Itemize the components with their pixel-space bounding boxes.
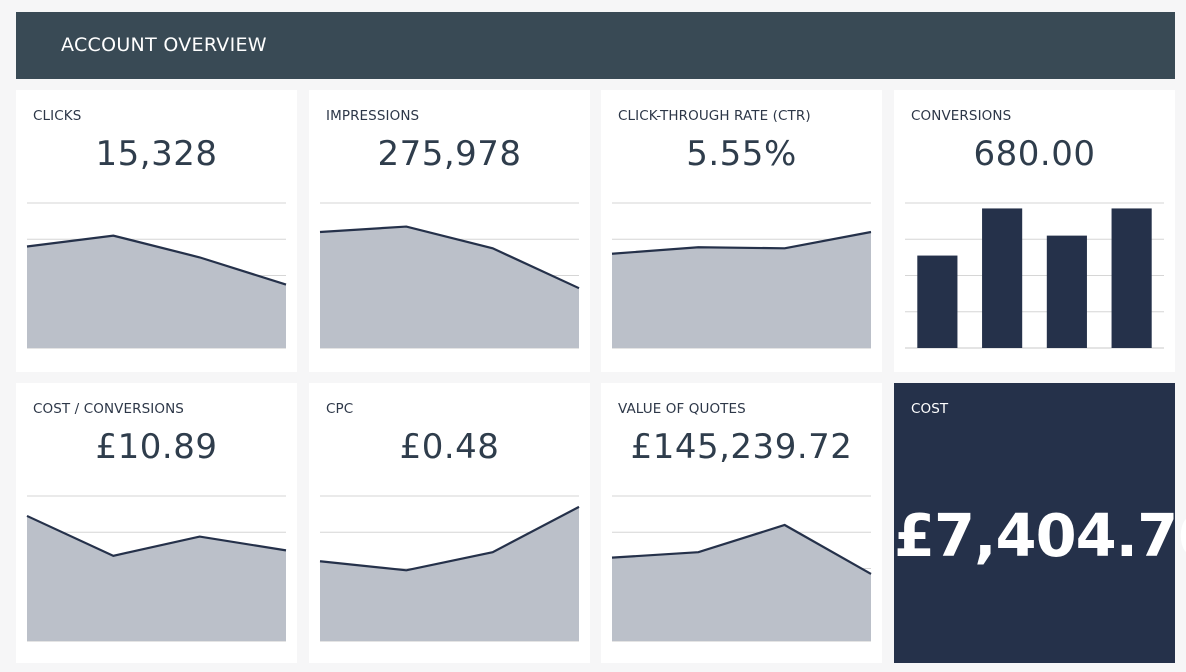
area-fill [612, 232, 871, 348]
page-title: ACCOUNT OVERVIEW [61, 34, 267, 56]
conversions-chart [905, 202, 1164, 349]
card-label: COST [911, 401, 949, 417]
card-value-of-quotes[interactable]: VALUE OF QUOTES £145,239.72 [601, 383, 882, 663]
area-fill [320, 506, 579, 641]
value-of-quotes-chart [611, 495, 872, 642]
card-label: CPC [326, 401, 354, 417]
card-value: £145,239.72 [630, 427, 853, 467]
card-label: CLICKS [33, 108, 82, 124]
series-line [611, 523, 872, 575]
series-line [319, 225, 580, 290]
card-value: 5.55% [686, 134, 797, 174]
card-ctr[interactable]: CLICK-THROUGH RATE (CTR) 5.55% [601, 90, 882, 372]
card-impressions[interactable]: IMPRESSIONS 275,978 [309, 90, 590, 372]
area-fill [612, 525, 871, 641]
area-fill [27, 515, 286, 641]
card-conversions[interactable]: CONVERSIONS 680.00 [894, 90, 1175, 372]
series-line [611, 230, 872, 255]
series-line [319, 505, 580, 572]
card-label: CLICK-THROUGH RATE (CTR) [618, 108, 811, 124]
cost-conversions-chart [26, 495, 287, 642]
card-label: VALUE OF QUOTES [618, 401, 746, 417]
card-label: IMPRESSIONS [326, 108, 420, 124]
cost-value: £7,404.76 [894, 501, 1186, 570]
card-label: CONVERSIONS [911, 108, 1012, 124]
bar [1111, 208, 1152, 348]
series-line [26, 234, 287, 286]
bar [982, 208, 1023, 348]
card-value: 275,978 [377, 134, 522, 174]
card-cost[interactable]: COST £7,404.76 [894, 383, 1186, 663]
ctr-chart [611, 202, 872, 349]
card-value: 680.00 [973, 134, 1096, 174]
card-cpc[interactable]: CPC £0.48 [309, 383, 590, 663]
card-clicks[interactable]: CLICKS 15,328 [16, 90, 297, 372]
card-label: COST / CONVERSIONS [33, 401, 184, 417]
bar [1046, 235, 1087, 348]
card-value: £10.89 [95, 427, 218, 467]
card-cost-conversions[interactable]: COST / CONVERSIONS £10.89 [16, 383, 297, 663]
clicks-chart [26, 202, 287, 349]
card-value: £0.48 [399, 427, 500, 467]
header-bar: ACCOUNT OVERVIEW [16, 12, 1175, 79]
area-fill [27, 235, 286, 348]
area-fill [320, 226, 579, 348]
bar [917, 255, 958, 348]
impressions-chart [319, 202, 580, 349]
series-line [26, 514, 287, 557]
cpc-chart [319, 495, 580, 642]
card-value: 15,328 [95, 134, 218, 174]
